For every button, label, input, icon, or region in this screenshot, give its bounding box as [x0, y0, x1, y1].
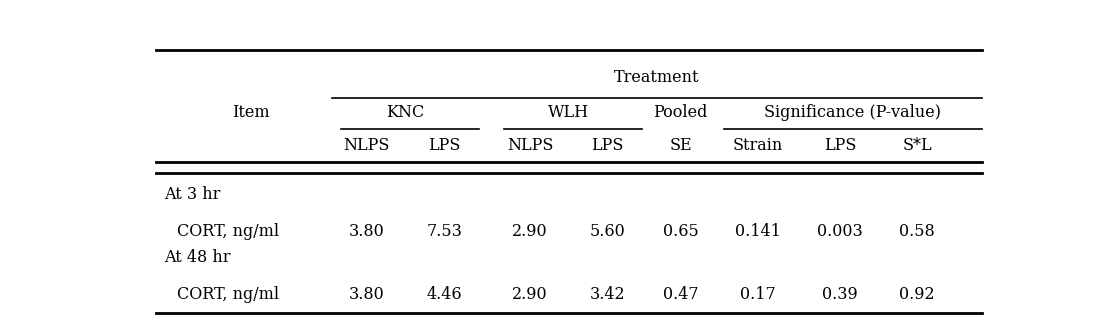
- Text: S*L: S*L: [902, 137, 932, 154]
- Text: 0.141: 0.141: [735, 223, 781, 240]
- Text: Strain: Strain: [733, 137, 784, 154]
- Text: 0.003: 0.003: [817, 223, 862, 240]
- Text: NLPS: NLPS: [507, 137, 554, 154]
- Text: 4.46: 4.46: [426, 286, 462, 303]
- Text: At 3 hr: At 3 hr: [164, 186, 221, 203]
- Text: Item: Item: [232, 104, 270, 121]
- Text: 0.92: 0.92: [899, 286, 935, 303]
- Text: 2.90: 2.90: [513, 286, 548, 303]
- Text: 0.58: 0.58: [899, 223, 935, 240]
- Text: 3.42: 3.42: [589, 286, 625, 303]
- Text: CORT, ng/ml: CORT, ng/ml: [178, 223, 280, 240]
- Text: KNC: KNC: [386, 104, 424, 121]
- Text: 2.90: 2.90: [513, 223, 548, 240]
- Text: 5.60: 5.60: [589, 223, 625, 240]
- Text: 3.80: 3.80: [349, 286, 384, 303]
- Text: 3.80: 3.80: [349, 223, 384, 240]
- Text: Significance (P-value): Significance (P-value): [765, 104, 941, 121]
- Text: SE: SE: [669, 137, 692, 154]
- Text: At 48 hr: At 48 hr: [164, 249, 231, 266]
- Text: CORT, ng/ml: CORT, ng/ml: [178, 286, 280, 303]
- Text: 7.53: 7.53: [426, 223, 462, 240]
- Text: WLH: WLH: [548, 104, 589, 121]
- Text: 0.65: 0.65: [663, 223, 698, 240]
- Text: 0.39: 0.39: [823, 286, 858, 303]
- Text: Pooled: Pooled: [654, 104, 708, 121]
- Text: 0.47: 0.47: [663, 286, 698, 303]
- Text: LPS: LPS: [592, 137, 624, 154]
- Text: LPS: LPS: [824, 137, 856, 154]
- Text: 0.17: 0.17: [740, 286, 776, 303]
- Text: NLPS: NLPS: [343, 137, 390, 154]
- Text: LPS: LPS: [428, 137, 461, 154]
- Text: Treatment: Treatment: [614, 69, 699, 86]
